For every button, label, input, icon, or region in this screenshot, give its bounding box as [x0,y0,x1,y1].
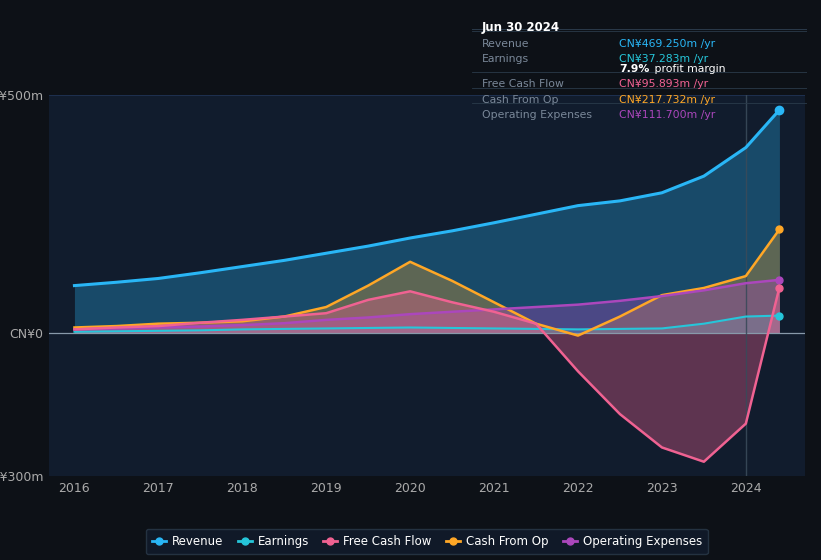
Text: CN¥217.732m /yr: CN¥217.732m /yr [620,95,715,105]
Text: Cash From Op: Cash From Op [482,95,558,105]
Text: CN¥95.893m /yr: CN¥95.893m /yr [620,80,709,89]
Text: CN¥469.250m /yr: CN¥469.250m /yr [620,39,716,49]
Text: Operating Expenses: Operating Expenses [482,110,592,120]
Text: 7.9%: 7.9% [620,64,650,74]
Text: profit margin: profit margin [651,64,726,74]
Text: Jun 30 2024: Jun 30 2024 [482,21,560,34]
Text: Revenue: Revenue [482,39,530,49]
Text: Free Cash Flow: Free Cash Flow [482,80,564,89]
Legend: Revenue, Earnings, Free Cash Flow, Cash From Op, Operating Expenses: Revenue, Earnings, Free Cash Flow, Cash … [146,529,708,554]
Text: Earnings: Earnings [482,54,530,64]
Text: CN¥37.283m /yr: CN¥37.283m /yr [620,54,709,64]
Text: CN¥111.700m /yr: CN¥111.700m /yr [620,110,716,120]
